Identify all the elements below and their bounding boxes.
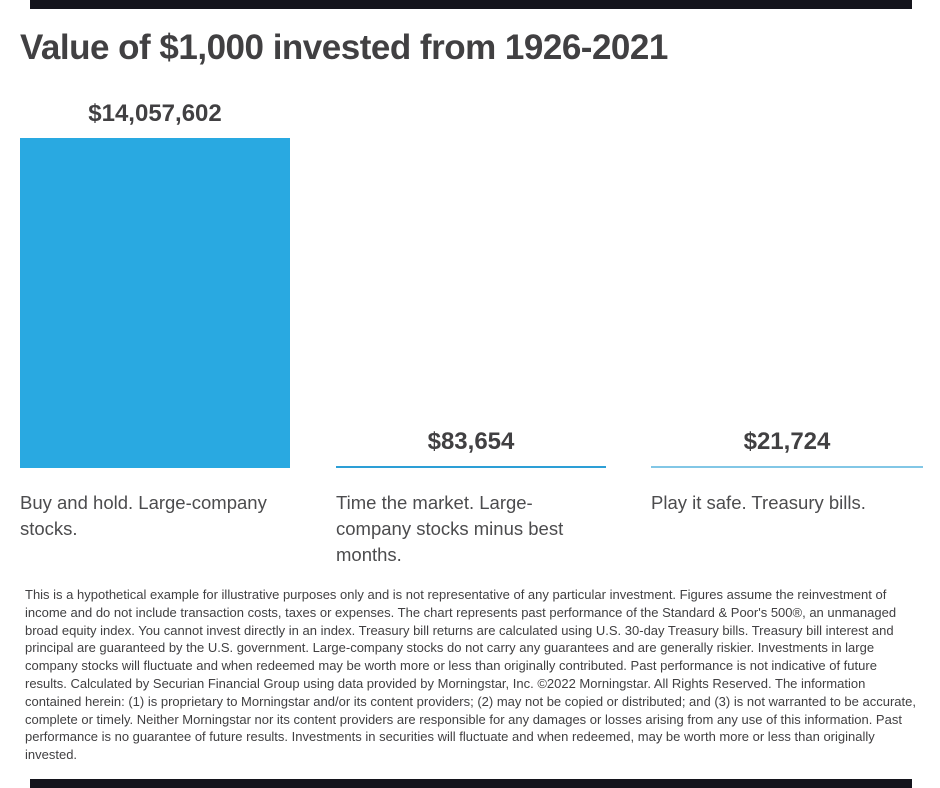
value-label-time-the-market: $83,654 [427, 428, 515, 455]
bar-column-treasury-bills: $21,724 [651, 90, 923, 468]
chart-title: Value of $1,000 invested from 1926-2021 [20, 28, 668, 67]
category-label-treasury-bills: Play it safe. Treasury bills. [651, 492, 866, 513]
disclaimer-text: This is a hypothetical example for illus… [25, 587, 916, 763]
value-label-buy-and-hold: $14,057,602 [88, 100, 222, 127]
bottom-border-rule [30, 779, 912, 788]
category-label-time-the-market: Time the market. Large- company stocks m… [336, 492, 564, 565]
bar-treasury-bills [651, 466, 923, 468]
bar-column-time-the-market: $83,654 [336, 90, 606, 468]
bar-buy-and-hold [20, 138, 290, 468]
value-label-treasury-bills: $21,724 [743, 428, 831, 455]
category-label-buy-and-hold: Buy and hold. Large-company stocks. [20, 492, 267, 539]
bar-time-the-market [336, 466, 606, 468]
top-border-rule [30, 0, 912, 9]
bar-column-buy-and-hold: $14,057,602 [20, 90, 290, 468]
